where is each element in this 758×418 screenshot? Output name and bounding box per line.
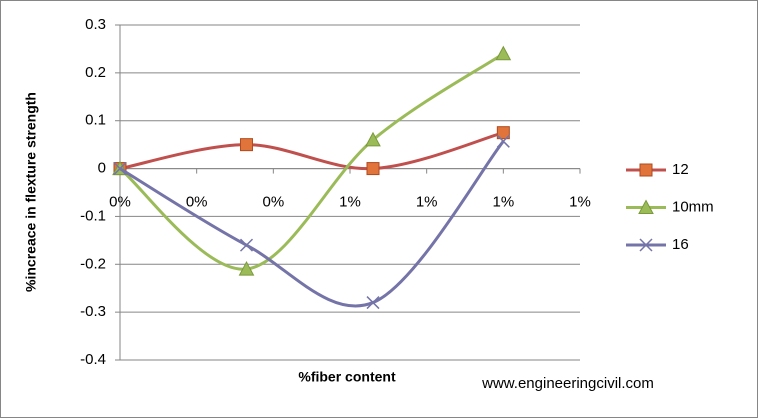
y-tick-label: -0.1 [80, 207, 106, 224]
x-tick-label: 1% [416, 194, 438, 211]
x-tick-label: 0% [262, 194, 284, 211]
data-point [366, 162, 380, 176]
data-point [496, 134, 510, 148]
y-tick-label: -0.3 [80, 303, 106, 320]
y-tick-label: 0 [98, 160, 106, 177]
x-tick-label: 1% [339, 194, 361, 211]
series-line [119, 131, 504, 171]
y-tick-label: 0.2 [85, 64, 106, 81]
data-point [496, 126, 510, 140]
data-point [495, 45, 512, 61]
y-tick-label: -0.4 [80, 351, 106, 368]
legend-marker [639, 238, 653, 252]
data-point [238, 261, 255, 276]
x-tick-label: 0% [109, 194, 131, 211]
legend-label: 12 [672, 161, 689, 178]
data-point [239, 238, 254, 252]
series-line [119, 140, 505, 308]
watermark: www.engineeringcivil.com [481, 375, 654, 392]
x-tick-label: 0% [186, 194, 208, 211]
y-axis-label: %increace in flexture strength [23, 92, 39, 292]
x-tick-label: 1% [492, 194, 514, 211]
data-point [365, 131, 381, 147]
legend-marker [638, 199, 654, 214]
series-line [119, 52, 505, 271]
x-axis-label: %fiber content [298, 369, 396, 385]
data-point [366, 296, 380, 310]
data-point [113, 162, 127, 176]
y-tick-label: 0.1 [85, 112, 106, 129]
legend-label: 16 [672, 236, 689, 253]
y-tick-label: -0.2 [80, 255, 106, 272]
data-point [240, 138, 253, 152]
y-tick-label: 0.3 [85, 16, 106, 33]
x-tick-label: 1% [569, 194, 591, 211]
legend-marker [639, 163, 653, 177]
legend-label: 10mm [672, 198, 714, 215]
